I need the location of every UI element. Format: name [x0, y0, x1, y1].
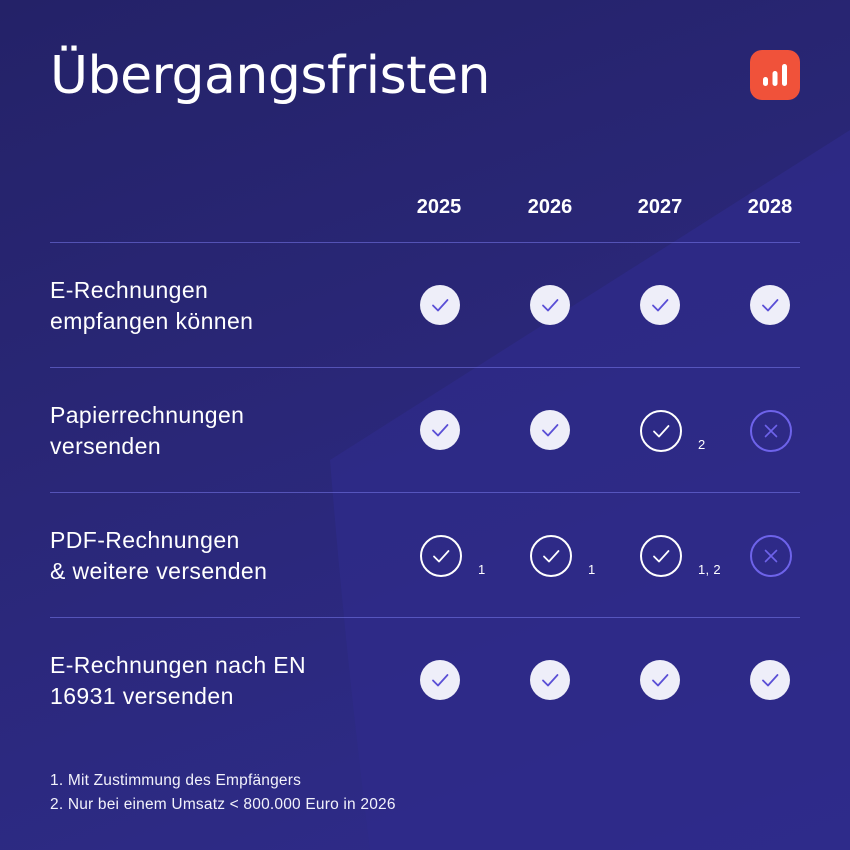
status-cell: [530, 285, 610, 327]
check-icon: [420, 285, 460, 325]
check-icon: [640, 285, 680, 325]
row-label-line: empfangen können: [50, 308, 254, 334]
check-icon: [750, 285, 790, 325]
row-label-line: E-Rechnungen nach EN: [50, 652, 307, 678]
x-mark-icon: [764, 549, 778, 563]
status-cell: [530, 660, 610, 702]
footnote-reference: 1, 2: [698, 562, 721, 577]
check-icon: [750, 660, 790, 700]
checkmark-icon: [652, 674, 669, 687]
row-label-line: PDF-Rechnungen: [50, 527, 240, 553]
status-cell: [750, 535, 830, 577]
check-icon: [530, 660, 570, 700]
status-cell: [420, 285, 500, 327]
check-icon: [530, 285, 570, 325]
row-label: E-Rechnungen nach EN 16931 versenden: [50, 650, 306, 712]
column-header-year: 2028: [747, 196, 793, 218]
row-divider: [50, 617, 800, 618]
checkmark-icon: [653, 425, 670, 438]
row-label-line: Papierrechnungen: [50, 402, 245, 428]
x-mark-icon: [764, 424, 778, 438]
status-cell: 1: [420, 535, 500, 577]
row-divider: [50, 242, 800, 243]
bar-chart-icon: [763, 64, 787, 86]
footnote-reference: 2: [698, 437, 706, 452]
column-header-year: 2026: [527, 196, 573, 218]
row-label-line: & weitere versenden: [50, 558, 268, 584]
conditional-check-icon: [530, 535, 572, 577]
footnote-reference: 1: [588, 562, 596, 577]
row-label-line: E-Rechnungen: [50, 277, 209, 303]
column-header-year: 2025: [416, 196, 462, 218]
checkmark-icon: [432, 299, 449, 312]
row-divider: [50, 367, 800, 368]
status-cell: [640, 285, 720, 327]
status-cell: 1: [530, 535, 610, 577]
check-icon: [420, 410, 460, 450]
checkmark-icon: [542, 424, 559, 437]
status-cell: [750, 660, 830, 702]
cross-icon: [750, 410, 792, 452]
row-label-line: 16931 versenden: [50, 683, 234, 709]
checkmark-icon: [762, 674, 779, 687]
status-cell: [750, 285, 830, 327]
status-cell: [420, 410, 500, 452]
checkmark-icon: [542, 674, 559, 687]
checkmark-icon: [542, 299, 559, 312]
footnote-reference: 1: [478, 562, 486, 577]
status-cell: [750, 410, 830, 452]
checkmark-icon: [652, 299, 669, 312]
row-label: Papierrechnungen versenden: [50, 400, 244, 462]
checkmark-icon: [543, 550, 560, 563]
row-label: PDF-Rechnungen & weitere versenden: [50, 525, 267, 587]
conditional-check-icon: [420, 535, 462, 577]
page-title: Übergangsfristen: [50, 46, 491, 106]
checkmark-icon: [433, 550, 450, 563]
column-header-year: 2027: [637, 196, 683, 218]
cross-icon: [750, 535, 792, 577]
status-cell: [420, 660, 500, 702]
footnote: 2. Nur bei einem Umsatz < 800.000 Euro i…: [50, 796, 396, 813]
status-cell: 1, 2: [640, 535, 721, 577]
check-icon: [640, 660, 680, 700]
status-cell: 2: [640, 410, 720, 452]
row-divider: [50, 492, 800, 493]
check-icon: [530, 410, 570, 450]
footnote: 1. Mit Zustimmung des Empfängers: [50, 772, 302, 789]
checkmark-icon: [432, 424, 449, 437]
row-label: E-Rechnungen empfangen können: [50, 275, 253, 337]
checkmark-icon: [653, 550, 670, 563]
conditional-check-icon: [640, 410, 682, 452]
status-cell: [530, 410, 610, 452]
row-label-line: versenden: [50, 433, 162, 459]
checkmark-icon: [432, 674, 449, 687]
checkmark-icon: [762, 299, 779, 312]
check-icon: [420, 660, 460, 700]
conditional-check-icon: [640, 535, 682, 577]
logo: [750, 50, 800, 100]
status-cell: [640, 660, 720, 702]
